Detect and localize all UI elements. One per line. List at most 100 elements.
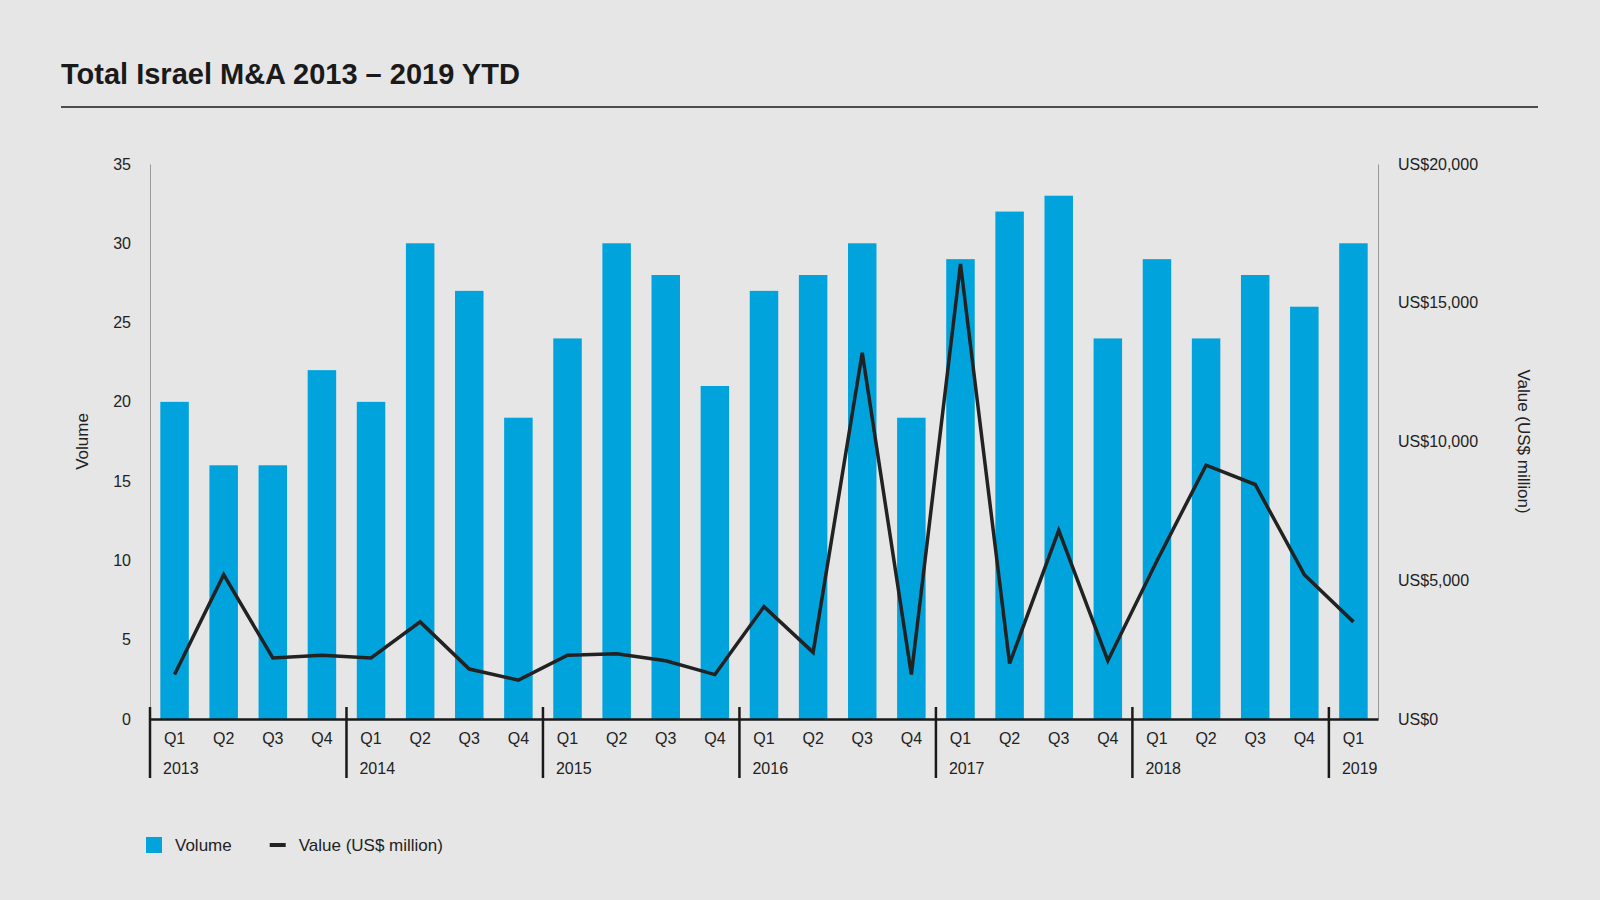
x-tick-label: Q4 bbox=[1294, 730, 1315, 747]
value-line bbox=[175, 264, 1354, 680]
x-tick: Q3 bbox=[459, 719, 480, 747]
bar bbox=[406, 243, 434, 719]
x-tick-label: Q1 bbox=[950, 730, 971, 747]
year-label: 2013 bbox=[163, 760, 199, 777]
title-rule bbox=[61, 106, 1538, 108]
title: Total Israel M&A 2013 – 2019 YTD bbox=[61, 58, 520, 90]
x-tick-label: Q4 bbox=[1097, 730, 1118, 747]
plot-area bbox=[160, 196, 1367, 719]
x-tick-label: Q4 bbox=[311, 730, 332, 747]
x-tick-label: Q3 bbox=[1245, 730, 1266, 747]
x-tick-label: Q2 bbox=[999, 730, 1020, 747]
y2-tick: US$0 bbox=[1378, 711, 1438, 728]
y-tick-label: 0 bbox=[122, 711, 131, 728]
x-tick-label: Q3 bbox=[1048, 730, 1069, 747]
x-tick: Q3 bbox=[1048, 719, 1069, 747]
x-tick: Q2 bbox=[409, 719, 430, 747]
x-tick: Q3 bbox=[655, 719, 676, 747]
y2-axis-line bbox=[1378, 165, 1379, 720]
y-tick-label: 10 bbox=[113, 552, 131, 569]
y2-tick: US$15,000 bbox=[1378, 294, 1478, 311]
legend-item: Volume bbox=[146, 836, 232, 855]
x-tick: Q4 bbox=[508, 719, 529, 747]
y2-tick-label: US$0 bbox=[1398, 711, 1438, 728]
x-tick: Q2 bbox=[213, 719, 234, 747]
chart: Total Israel M&A 2013 – 2019 YTD 0 5 10 15 20… bbox=[0, 0, 1600, 900]
x-tick: Q2 bbox=[999, 719, 1020, 747]
bar bbox=[357, 402, 385, 719]
y-axis-line bbox=[150, 165, 151, 720]
year-label: 2014 bbox=[359, 760, 395, 777]
year-label: 2015 bbox=[556, 760, 592, 777]
year-groups: 2013 2014 2015 2016 2017 2018 2019 bbox=[150, 707, 1378, 778]
y2-tick-label: US$5,000 bbox=[1398, 572, 1469, 589]
y-tick-label: 35 bbox=[113, 156, 131, 173]
bar bbox=[750, 291, 778, 719]
x-tick-label: Q1 bbox=[360, 730, 381, 747]
bar bbox=[946, 259, 974, 719]
y-tick: 10 bbox=[113, 552, 150, 569]
x-tick: Q1 bbox=[1343, 719, 1364, 747]
x-tick-label: Q2 bbox=[606, 730, 627, 747]
x-tick: Q1 bbox=[753, 719, 774, 747]
bar bbox=[1044, 196, 1072, 719]
y-tick-label: 30 bbox=[113, 235, 131, 252]
y-tick: 0 bbox=[122, 711, 150, 728]
x-tick-label: Q1 bbox=[1343, 730, 1364, 747]
x-tick: Q4 bbox=[311, 719, 332, 747]
year-separator bbox=[1328, 707, 1331, 778]
x-tick: Q4 bbox=[1097, 719, 1118, 747]
x-tick: Q1 bbox=[360, 719, 381, 747]
year-separator bbox=[149, 707, 152, 778]
bar bbox=[1241, 275, 1269, 719]
x-tick-label: Q2 bbox=[213, 730, 234, 747]
bar-series bbox=[160, 196, 1367, 719]
year-label: 2018 bbox=[1145, 760, 1181, 777]
y-tick-label: 25 bbox=[113, 314, 131, 331]
x-axis: Q1 Q2 Q3 Q4 Q1 Q2 Q3 Q4 Q1 Q2 Q3 Q4 Q1 Q2 Q3 Q4 Q1 Q2 Q3 Q4… bbox=[151, 719, 1379, 747]
y-tick-label: 5 bbox=[122, 631, 131, 648]
legend: Volume Value (US$ million) bbox=[146, 836, 443, 855]
y-tick: 20 bbox=[113, 393, 150, 410]
year-label: 2017 bbox=[949, 760, 985, 777]
x-tick: Q1 bbox=[164, 719, 185, 747]
x-tick-label: Q1 bbox=[557, 730, 578, 747]
year-label: 2016 bbox=[752, 760, 788, 777]
x-axis-line bbox=[151, 718, 1379, 721]
x-tick-label: Q4 bbox=[508, 730, 529, 747]
x-tick-label: Q4 bbox=[901, 730, 922, 747]
x-tick: Q3 bbox=[262, 719, 283, 747]
x-tick: Q1 bbox=[557, 719, 578, 747]
x-tick-label: Q3 bbox=[459, 730, 480, 747]
x-tick: Q2 bbox=[606, 719, 627, 747]
background bbox=[0, 0, 1600, 900]
bar bbox=[848, 243, 876, 719]
year-separator bbox=[1131, 707, 1134, 778]
year-separator bbox=[738, 707, 741, 778]
x-tick-label: Q1 bbox=[753, 730, 774, 747]
bar bbox=[455, 291, 483, 719]
y-tick-label: 15 bbox=[113, 473, 131, 490]
y-axis-title: Volume bbox=[73, 413, 92, 470]
y2-tick-label: US$15,000 bbox=[1398, 294, 1478, 311]
x-tick: Q3 bbox=[852, 719, 873, 747]
year-label: 2019 bbox=[1342, 760, 1378, 777]
x-tick: Q2 bbox=[802, 719, 823, 747]
x-tick: Q4 bbox=[901, 719, 922, 747]
x-tick: Q2 bbox=[1195, 719, 1216, 747]
legend-label: Volume bbox=[175, 836, 232, 855]
bar bbox=[1290, 307, 1318, 719]
legend-swatch bbox=[146, 837, 162, 853]
legend-label: Value (US$ million) bbox=[299, 836, 443, 855]
x-tick-label: Q1 bbox=[1146, 730, 1167, 747]
legend-item: Value (US$ million) bbox=[270, 836, 443, 855]
y2-tick-label: US$10,000 bbox=[1398, 433, 1478, 450]
x-tick: Q4 bbox=[704, 719, 725, 747]
x-tick: Q1 bbox=[950, 719, 971, 747]
y-tick: 15 bbox=[113, 473, 150, 490]
x-tick: Q1 bbox=[1146, 719, 1167, 747]
bar bbox=[308, 370, 336, 719]
bar bbox=[259, 465, 287, 719]
y2-axis-title: Value (US$ million) bbox=[1514, 369, 1533, 513]
y-tick: 30 bbox=[113, 235, 150, 252]
